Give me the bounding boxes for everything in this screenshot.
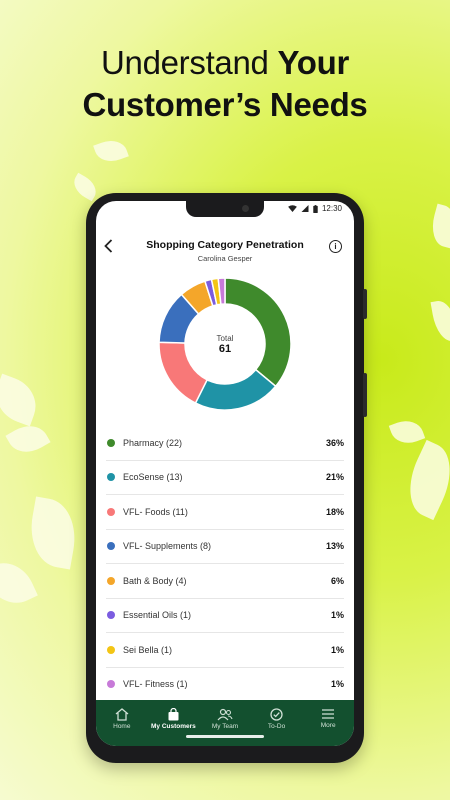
decorative-leaf	[388, 415, 426, 449]
list-item[interactable]: Sei Bella (1) 1%	[106, 633, 344, 668]
status-time: 12:30	[321, 204, 342, 213]
tab-label: My Team	[211, 723, 239, 730]
category-color-dot	[107, 645, 115, 654]
menu-icon	[322, 709, 335, 719]
category-color-dot	[107, 438, 115, 447]
tab-to-do[interactable]: To-Do	[252, 708, 302, 730]
donut-chart: Total 61	[157, 276, 293, 412]
category-percent: 1%	[330, 610, 344, 621]
category-label: Pharmacy (22)	[123, 437, 183, 448]
donut-center: Total 61	[157, 276, 293, 412]
tab-home[interactable]: Home	[97, 708, 147, 730]
phone-side-button	[363, 373, 367, 417]
category-label: VFL- Supplements (8)	[123, 541, 212, 552]
category-percent: 6%	[330, 575, 344, 586]
category-color-dot	[107, 576, 115, 585]
phone-side-button	[363, 289, 367, 319]
tab-label: More	[320, 722, 336, 729]
app-screen: 12:30 Shopping Category Penetration Caro…	[96, 201, 354, 746]
check-circle-icon	[270, 708, 283, 721]
headline-part2: Your	[277, 44, 349, 81]
decorative-leaf	[0, 373, 44, 427]
total-value: 61	[218, 342, 232, 355]
category-color-dot	[107, 611, 115, 620]
list-item[interactable]: Essential Oils (1) 1%	[106, 599, 344, 633]
wifi-icon	[288, 205, 297, 212]
decorative-leaf	[427, 203, 450, 249]
category-color-dot	[107, 680, 115, 689]
tab-label: To-Do	[267, 723, 286, 730]
category-color-dot	[107, 542, 115, 551]
phone-frame: 12:30 Shopping Category Penetration Caro…	[86, 193, 367, 763]
category-label: VFL- Fitness (1)	[123, 679, 188, 690]
chevron-left-icon[interactable]	[104, 239, 113, 258]
list-item[interactable]: Pharmacy (22) 36%	[106, 426, 344, 461]
home-icon	[115, 708, 129, 721]
team-icon	[217, 708, 233, 721]
shopping-bag-icon	[168, 708, 179, 721]
category-label: VFL- Foods (11)	[123, 506, 188, 517]
decorative-leaf	[93, 135, 129, 167]
home-indicator[interactable]	[186, 735, 264, 738]
list-item[interactable]: VFL- Supplements (8) 13%	[106, 530, 344, 564]
bottom-tab-bar: Home My Customers My Team To-Do More	[96, 700, 354, 746]
promo-headline: Understand Your Customer’s Needs	[0, 42, 450, 126]
decorative-leaf	[24, 496, 82, 570]
category-label: Sei Bella (1)	[123, 644, 173, 655]
category-percent: 21%	[325, 472, 344, 483]
category-percent: 18%	[325, 506, 344, 517]
signal-icon	[301, 205, 309, 212]
page-header: Shopping Category Penetration Carolina G…	[96, 235, 354, 269]
category-percent: 1%	[330, 679, 344, 690]
decorative-leaf	[397, 439, 450, 521]
decorative-leaf	[0, 553, 38, 613]
page-title: Shopping Category Penetration	[146, 239, 304, 251]
headline-part1: Understand	[100, 44, 278, 81]
decorative-leaf	[69, 172, 101, 202]
category-percent: 13%	[325, 541, 344, 552]
donut-chart-svg	[158, 277, 292, 411]
battery-icon	[313, 204, 318, 213]
category-label: Bath & Body (4)	[123, 575, 187, 586]
tab-label: Home	[113, 723, 131, 730]
decorative-leaf	[430, 298, 450, 344]
category-label: Essential Oils (1)	[123, 610, 192, 621]
list-item[interactable]: EcoSense (13) 21%	[106, 461, 344, 495]
tab-label: My Customers	[150, 723, 196, 730]
donut-slice-pharmacy[interactable]	[224, 277, 292, 388]
tab-more[interactable]: More	[303, 708, 353, 729]
list-item[interactable]: Bath & Body (4) 6%	[106, 564, 344, 599]
category-label: EcoSense (13)	[123, 472, 183, 483]
page-subtitle: Carolina Gesper	[197, 254, 253, 263]
category-percent: 36%	[325, 437, 344, 448]
category-color-dot	[107, 507, 115, 516]
category-color-dot	[107, 473, 115, 482]
status-bar: 12:30	[288, 204, 342, 213]
category-list: Pharmacy (22) 36% EcoSense (13) 21% VFL- F…	[106, 426, 344, 702]
tab-my-customers[interactable]: My Customers	[148, 708, 198, 730]
tab-my-team[interactable]: My Team	[200, 708, 250, 730]
total-label: Total	[216, 333, 234, 343]
donut-slice-vfl-fitness[interactable]	[217, 277, 226, 306]
camera-icon	[242, 205, 249, 212]
list-item[interactable]: VFL- Fitness (1) 1%	[106, 668, 344, 702]
notch	[186, 201, 264, 217]
info-icon[interactable]: i	[329, 240, 342, 253]
category-percent: 1%	[330, 644, 344, 655]
headline-line2: Customer’s Needs	[82, 86, 368, 123]
list-item[interactable]: VFL- Foods (11) 18%	[106, 495, 344, 530]
